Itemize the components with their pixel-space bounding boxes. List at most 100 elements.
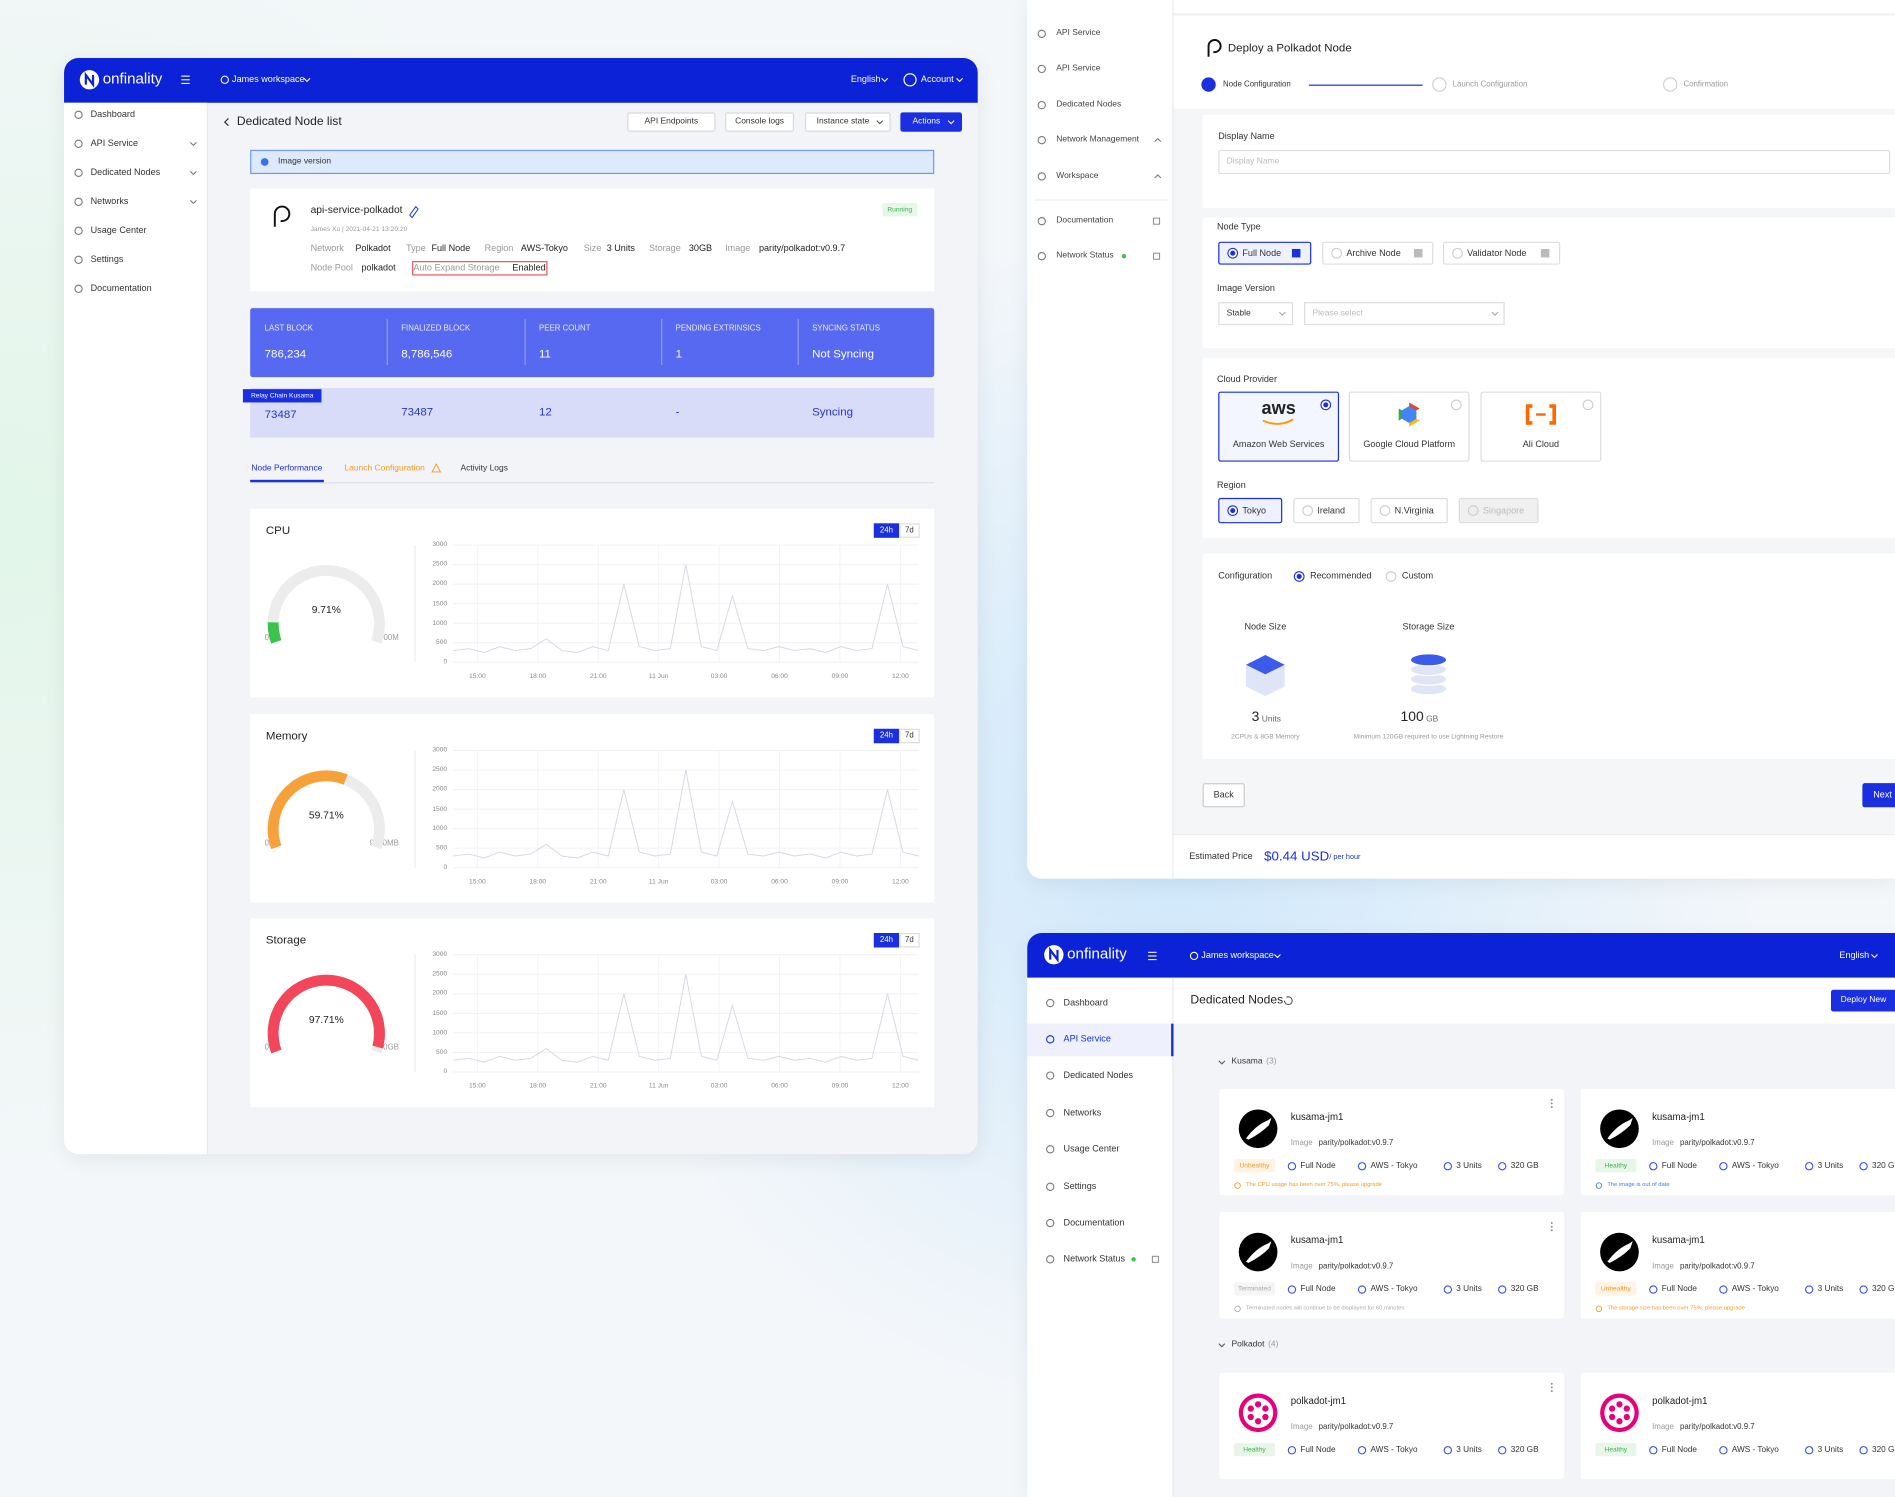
deploy-label[interactable]: Deploy New bbox=[1840, 996, 1887, 1005]
back-button[interactable] bbox=[1202, 783, 1245, 808]
provider-label[interactable]: Amazon Web Services bbox=[1232, 438, 1325, 450]
provider-label[interactable]: Google Cloud Platform bbox=[1363, 438, 1456, 450]
banner-text: Image version bbox=[277, 157, 332, 166]
range-label[interactable]: 7d bbox=[905, 526, 914, 535]
nav-item[interactable]: Network Status bbox=[1056, 251, 1114, 261]
language-selector[interactable]: English bbox=[1839, 949, 1870, 961]
button-label[interactable]: API Endpoints bbox=[644, 117, 699, 126]
range-button[interactable] bbox=[873, 523, 900, 538]
gauge-label: 9.71% bbox=[311, 603, 341, 616]
workspace-selector[interactable]: James workspace bbox=[1201, 949, 1274, 961]
relay-panel bbox=[250, 387, 935, 438]
option-label[interactable]: Tokyo bbox=[1242, 504, 1267, 516]
select[interactable] bbox=[1304, 302, 1505, 326]
y-tick-label: 500 bbox=[436, 639, 448, 647]
x-tick-label: 03:00 bbox=[710, 878, 728, 886]
nav-item[interactable]: Networks bbox=[90, 195, 129, 207]
y-tick-label: 1000 bbox=[432, 1029, 448, 1037]
tab[interactable]: Activity Logs bbox=[460, 464, 508, 473]
deploy-header bbox=[1173, 15, 1895, 109]
option-label[interactable]: Archive Node bbox=[1346, 246, 1401, 258]
button[interactable] bbox=[627, 112, 716, 132]
nav-item[interactable]: API Service bbox=[1056, 29, 1101, 38]
select[interactable] bbox=[1218, 302, 1294, 326]
gauge-label: 59.71% bbox=[308, 808, 344, 822]
option-label[interactable]: Ireland bbox=[1317, 504, 1346, 516]
nav-item[interactable]: API Service bbox=[1056, 64, 1101, 73]
range-label[interactable]: 24h bbox=[879, 526, 894, 535]
workspace-selector[interactable]: James workspace bbox=[232, 73, 305, 85]
stat-header: SYNCING STATUS bbox=[812, 324, 880, 333]
nav-item[interactable]: API Service bbox=[90, 137, 139, 149]
nav-item[interactable]: Workspace bbox=[1056, 171, 1099, 181]
nav-item[interactable]: Dedicated Nodes bbox=[90, 166, 161, 178]
option-label[interactable]: Recommended bbox=[1310, 570, 1372, 582]
button-label[interactable]: Console logs bbox=[735, 117, 785, 126]
next-label[interactable]: Next bbox=[1873, 789, 1892, 800]
size-note: 2CPUs & 8GB Memory bbox=[1231, 733, 1300, 741]
nav-item[interactable]: Dedicated Nodes bbox=[1063, 1069, 1134, 1081]
field-label: Image bbox=[725, 242, 751, 254]
card-attr: Full Node bbox=[1661, 1445, 1697, 1455]
chart-title: CPU bbox=[265, 524, 291, 538]
option[interactable] bbox=[1443, 241, 1561, 265]
range-button[interactable] bbox=[899, 728, 920, 744]
step-number: 1 bbox=[1206, 80, 1211, 88]
select-value: Stable bbox=[1226, 308, 1251, 318]
nav-item[interactable]: Settings bbox=[1063, 1180, 1097, 1192]
button[interactable] bbox=[725, 112, 795, 132]
range-button[interactable] bbox=[873, 933, 900, 948]
next-button[interactable] bbox=[1862, 783, 1895, 808]
range-label[interactable]: 24h bbox=[879, 731, 894, 741]
provider-card[interactable] bbox=[1348, 391, 1470, 462]
gauge-max: 320GB bbox=[374, 1043, 399, 1052]
nav-item[interactable]: Documentation bbox=[1056, 216, 1114, 225]
tab[interactable]: Launch Configuration bbox=[344, 464, 425, 473]
provider-card[interactable] bbox=[1218, 391, 1340, 462]
card-attr: 3 Units bbox=[1817, 1285, 1844, 1294]
button[interactable] bbox=[900, 112, 963, 132]
step-label: Launch Configuration bbox=[1452, 80, 1528, 89]
provider-card[interactable] bbox=[1480, 391, 1602, 462]
range-button[interactable] bbox=[899, 933, 920, 948]
option-label[interactable]: Full Node bbox=[1242, 246, 1282, 258]
tab[interactable]: Node Performance bbox=[251, 464, 323, 473]
status-tag bbox=[1595, 1443, 1637, 1457]
range-button[interactable] bbox=[873, 728, 900, 744]
nav-item[interactable]: Dashboard bbox=[90, 108, 135, 120]
range-button[interactable] bbox=[899, 523, 920, 538]
nav-item[interactable]: Network Management bbox=[1056, 135, 1140, 145]
nav-item[interactable]: Networks bbox=[1063, 1106, 1102, 1118]
button-label[interactable]: Actions bbox=[912, 117, 941, 126]
nav-item[interactable]: Dashboard bbox=[1063, 996, 1108, 1008]
option[interactable] bbox=[1218, 241, 1312, 265]
account-menu[interactable]: Account bbox=[920, 73, 954, 85]
provider-label[interactable]: Ali Cloud bbox=[1522, 438, 1560, 450]
label: parity/polkadot:v0.9.7 bbox=[1318, 1262, 1394, 1271]
nav-item[interactable]: Settings bbox=[90, 253, 124, 265]
option-label[interactable]: N.Virginia bbox=[1394, 504, 1434, 516]
option-label[interactable]: Custom bbox=[1401, 570, 1434, 582]
language-selector[interactable]: English bbox=[850, 73, 881, 85]
relay-tag-label: Relay Chain Kusama bbox=[250, 392, 314, 400]
nav-item[interactable]: API Service bbox=[1063, 1033, 1111, 1045]
y-tick-label: 0 bbox=[443, 658, 448, 666]
range-label[interactable]: 7d bbox=[905, 935, 914, 945]
deploy-button[interactable] bbox=[1830, 989, 1895, 1012]
nav-item[interactable]: Usage Center bbox=[1063, 1143, 1120, 1155]
range-label[interactable]: 24h bbox=[879, 935, 894, 945]
nav-item[interactable]: Documentation bbox=[1063, 1216, 1125, 1228]
button-label[interactable]: Instance state bbox=[816, 117, 870, 126]
divider bbox=[386, 319, 388, 365]
text-input[interactable] bbox=[1218, 149, 1891, 175]
x-tick-label: 21:00 bbox=[589, 673, 607, 681]
option-label[interactable]: Validator Node bbox=[1467, 246, 1527, 258]
nav-item[interactable]: Documentation bbox=[90, 282, 152, 294]
nav-item[interactable]: Network Status bbox=[1063, 1253, 1125, 1264]
nav-item[interactable]: Usage Center bbox=[90, 224, 147, 236]
nav-item[interactable]: Dedicated Nodes bbox=[1056, 100, 1122, 109]
button[interactable] bbox=[804, 112, 891, 132]
option[interactable] bbox=[1322, 241, 1434, 265]
back-label[interactable]: Back bbox=[1213, 789, 1234, 800]
range-label[interactable]: 7d bbox=[905, 731, 914, 741]
